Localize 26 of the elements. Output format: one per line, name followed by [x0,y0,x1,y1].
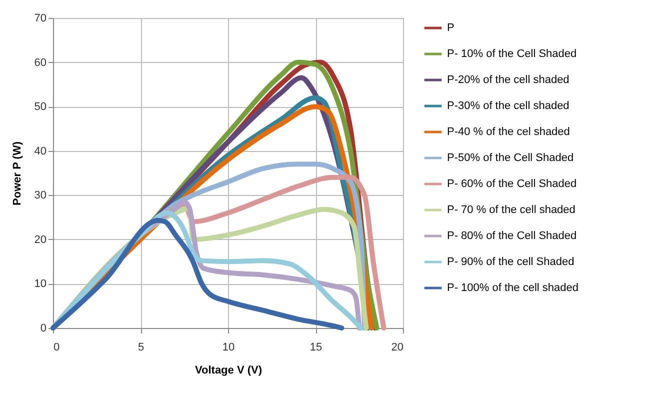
legend-label: P-40 % of the cel shaded [447,126,570,138]
legend-label: P- 70 % of the cell shaded [447,204,576,216]
legend-label: P-20% of the cell shaded [447,74,570,86]
legend-label: P- 100% of the cell shaded [447,282,578,294]
legend-label: P [447,22,454,34]
legend-label: P- 60% of the Cell Shaded [447,178,577,190]
y-tick-label: 30 [34,190,46,202]
y-axis-title: Power P (W) [11,141,24,206]
legend-label: P- 80% of the Cell Shaded [447,230,577,242]
legend-label: P-30% of the cell shaded [447,100,570,112]
x-tick-label: 5 [138,342,144,354]
y-tick-label: 0 [40,322,46,334]
y-tick-label: 70 [34,12,46,24]
y-tick-label: 20 [34,234,46,246]
y-tick-label: 50 [34,101,46,114]
x-axis-title: Voltage V (V) [194,364,262,376]
x-tick-label: 15 [310,342,322,354]
x-tick-label: 0 [54,342,60,354]
x-tick-label: 10 [222,342,235,354]
y-tick-label: 40 [34,145,46,158]
x-tick-label: 20 [391,342,404,354]
legend-label: P- 10% of the Cell Shaded [447,48,577,60]
legend-label: P-50% of the Cell Shaded [447,152,574,164]
y-tick-label: 10 [34,278,46,290]
y-tick-label: 60 [34,56,46,69]
legend-label: P- 90% of the cell Shaded [447,256,574,268]
